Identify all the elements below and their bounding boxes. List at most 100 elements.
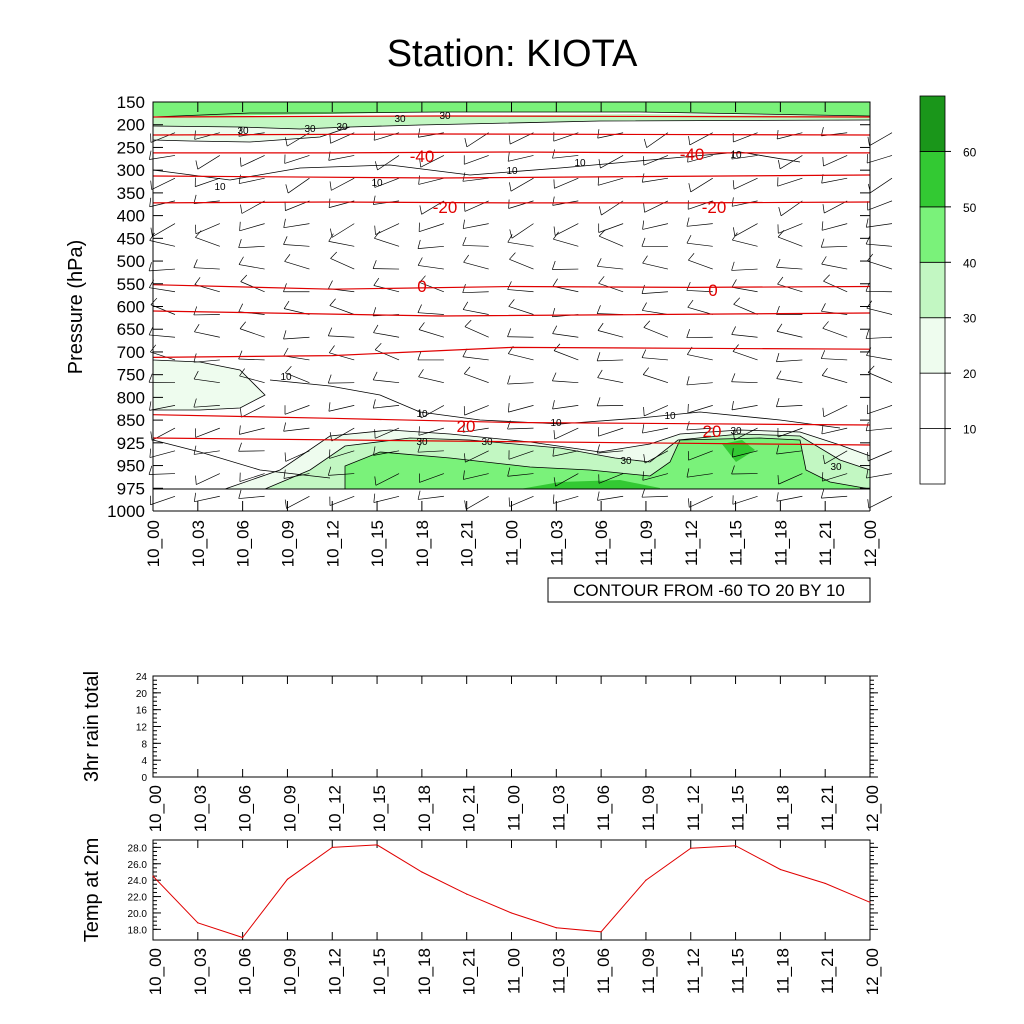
wind-barb-flag [688, 183, 692, 193]
humidity-contour-label: 30 [416, 437, 428, 448]
wind-barb [194, 331, 220, 338]
wind-barb-flag [596, 352, 601, 361]
wind-barb-flag [418, 426, 420, 436]
x-tick-label: 11_18 [773, 948, 792, 994]
wind-barb-flag [507, 375, 511, 385]
wind-barb-flag [509, 182, 512, 192]
x-tick-label: 11_18 [771, 520, 790, 566]
wind-barb-flag [148, 262, 152, 271]
wind-barb-flag [598, 206, 602, 216]
wind-barb-flag [553, 231, 559, 240]
x-tick-label: 11_21 [818, 948, 837, 994]
wind-barb [332, 223, 355, 238]
wind-barb-flag [686, 376, 690, 386]
wind-barb [507, 382, 534, 385]
wind-barb [643, 327, 669, 338]
wind-barb [646, 132, 669, 148]
wind-barb-flag [552, 278, 558, 287]
wind-barb [776, 331, 803, 338]
wind-barb [373, 405, 400, 409]
x-tick-label: 11_03 [549, 948, 568, 994]
temp-axes: 18.0 20.0 22.0 24.0 26.0 28.0 10_00 10_03 10_06 1… [81, 838, 882, 996]
wind-barb [507, 241, 534, 247]
wind-barb [239, 375, 265, 384]
y-tick-label: 975 [117, 479, 145, 498]
wind-barb [284, 261, 310, 270]
humidity-contour-line [344, 437, 871, 490]
wind-barb-flag [597, 129, 600, 139]
wind-barb [464, 155, 489, 165]
wind-barb-flag [195, 230, 202, 238]
wind-barb [373, 450, 400, 456]
wind-barb-flag [507, 152, 510, 162]
wind-barb-flag [686, 421, 690, 431]
wind-barb-flag [238, 303, 244, 312]
wind-barb-flag [641, 284, 645, 294]
wind-barb [375, 473, 400, 486]
wind-barb [686, 427, 713, 431]
wind-barb [149, 240, 176, 247]
wind-barb-flag [867, 365, 875, 373]
wind-barb [331, 427, 355, 442]
wind-barb-flag [776, 353, 780, 362]
wind-barb [462, 291, 489, 294]
y-tick-label: 450 [117, 229, 145, 248]
wind-barb [867, 155, 893, 164]
y-tick-label: 350 [117, 184, 145, 203]
colorbar-label: 60 [963, 145, 977, 159]
x-tick-label: 11_00 [505, 785, 524, 831]
wind-barb [417, 245, 444, 249]
x-tick-label: 10_06 [236, 948, 255, 995]
wind-barb [821, 245, 848, 248]
wind-barb-flag [642, 220, 645, 230]
wind-barb-flag [598, 276, 605, 284]
wind-barb-flag [597, 369, 603, 378]
x-tick-label: 10_21 [460, 785, 479, 832]
wind-barb-flag [418, 369, 424, 378]
x-tick-label: 10_12 [325, 948, 344, 995]
x-tick-label: 11_09 [639, 948, 658, 994]
wind-barb-flag [688, 135, 691, 145]
wind-barb [420, 405, 445, 419]
wind-barb [776, 378, 803, 384]
wind-barb-flag [463, 202, 466, 212]
wind-barb [776, 359, 803, 363]
isotherm-line [152, 115, 871, 118]
wind-barb-flag [733, 227, 736, 237]
temp-panel: 18.0 20.0 22.0 24.0 26.0 28.0 10_00 10_03 10_06 1… [81, 838, 882, 996]
wind-barb-flag [507, 281, 512, 290]
wind-barb [780, 200, 803, 217]
wind-barb [466, 132, 489, 148]
x-tick-label: 11_06 [592, 520, 611, 566]
wind-barb [196, 473, 220, 485]
wind-barb-flag [462, 423, 466, 433]
wind-barb-flag [643, 320, 651, 328]
wind-barb [554, 427, 579, 440]
wind-barb-flag [865, 282, 870, 292]
humidity-contour-label: 10 [574, 158, 586, 169]
wind-barb-flag [822, 454, 826, 464]
colorbar: 10 20 30 40 50 60 [919, 95, 977, 485]
wind-barb [554, 223, 579, 236]
wind-barb [195, 427, 220, 438]
wind-barb [731, 155, 758, 160]
wind-barb-flag [238, 350, 243, 360]
temperature-isotherm-layer [152, 151, 871, 426]
wind-barb-flag [642, 367, 650, 375]
colorbar-swatch [919, 372, 946, 429]
wind-barb [193, 267, 220, 270]
wind-barb [283, 473, 310, 479]
wind-barb [732, 351, 758, 361]
wind-barb [552, 155, 579, 159]
wind-barb [598, 427, 624, 437]
wind-barb-flag [150, 297, 158, 305]
wind-barb [507, 427, 534, 430]
wind-barb [734, 427, 758, 441]
wind-barb-flag [150, 227, 153, 237]
wind-barb [328, 405, 355, 412]
wind-barb-flag [194, 323, 200, 333]
wind-barb [419, 473, 444, 483]
x-tick-label: 10_06 [236, 785, 255, 832]
wind-barb [238, 264, 265, 270]
wind-barb [195, 177, 220, 187]
